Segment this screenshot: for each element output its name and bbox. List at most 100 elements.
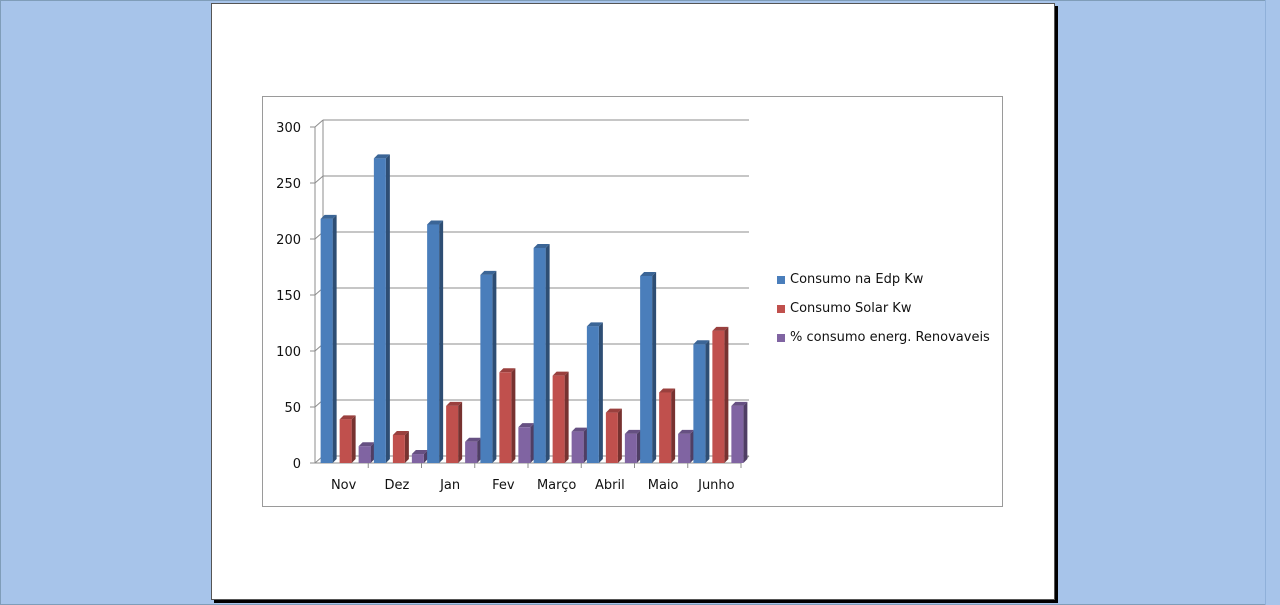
bar-top-1-4 <box>552 371 569 376</box>
bar-side-2-3 <box>530 423 535 463</box>
bar-side-1-2 <box>458 401 463 463</box>
bar-top-1-5 <box>605 408 622 413</box>
bar-2-5 <box>624 433 637 463</box>
bar-top-0-1 <box>373 154 390 159</box>
bar-top-2-4 <box>571 427 588 432</box>
bar-1-7 <box>712 330 725 463</box>
legend-item-renovaveis: % consumo energ. Renovaveis <box>777 323 990 352</box>
y-tick-label-1: 50 <box>284 401 301 416</box>
bar-side-0-3 <box>492 270 497 463</box>
bar-2-1 <box>411 454 424 463</box>
legend-label-edp: Consumo na Edp Kw <box>790 272 924 287</box>
y-tick-label-4: 200 <box>276 233 301 248</box>
bar-side-0-1 <box>385 154 390 464</box>
x-tick-label-1: Dez <box>384 478 409 493</box>
bar-1-3 <box>499 372 512 463</box>
grid-depth-5 <box>314 175 324 184</box>
bar-0-3 <box>480 274 493 463</box>
bar-0-4 <box>533 247 546 463</box>
bar-side-1-0 <box>351 415 356 463</box>
legend-swatch-renovaveis <box>777 333 785 342</box>
bar-side-0-5 <box>598 322 603 463</box>
bar-side-2-5 <box>636 429 641 463</box>
bar-chart: 0 50 100 150 200 250 300 Nov Dez Jan Fev Março Abril… <box>276 119 750 493</box>
x-tick-label-6: Maio <box>648 478 679 493</box>
bar-1-6 <box>659 392 672 463</box>
bar-top-2-2 <box>465 437 482 442</box>
bar-top-1-6 <box>659 388 676 393</box>
bar-1-5 <box>605 412 618 463</box>
bar-0-5 <box>586 326 599 463</box>
bar-top-1-2 <box>446 401 463 406</box>
legend-label-solar: Consumo Solar Kw <box>790 301 912 316</box>
bar-top-0-0 <box>320 214 337 219</box>
bar-side-0-2 <box>439 220 444 463</box>
legend-item-solar: Consumo Solar Kw <box>777 294 990 323</box>
bar-side-0-7 <box>705 340 710 463</box>
bar-side-1-7 <box>724 326 729 463</box>
document-page: 0 50 100 150 200 250 300 Nov Dez Jan Fev Março Abril… <box>211 3 1055 600</box>
bar-2-4 <box>571 431 584 463</box>
bar-side-0-4 <box>545 243 550 463</box>
bar-0-1 <box>373 158 386 464</box>
x-tick-label-4: Março <box>537 478 576 493</box>
bar-top-2-0 <box>358 442 375 447</box>
bar-1-4 <box>552 375 565 463</box>
bar-top-0-2 <box>427 220 444 225</box>
x-tick-label-2: Jan <box>439 478 460 493</box>
vertical-scrollbar[interactable] <box>1265 0 1280 605</box>
bar-top-2-5 <box>624 429 641 434</box>
legend-label-renovaveis: % consumo energ. Renovaveis <box>790 330 990 345</box>
bar-2-2 <box>465 441 478 463</box>
bar-2-6 <box>678 433 691 463</box>
bar-top-0-7 <box>693 340 710 345</box>
bar-2-7 <box>731 405 744 463</box>
bar-0-2 <box>427 224 440 463</box>
bar-top-1-3 <box>499 368 516 373</box>
x-tick-label-3: Fev <box>492 478 515 493</box>
bar-top-2-1 <box>411 450 428 455</box>
bar-top-2-6 <box>678 429 695 434</box>
bar-side-1-4 <box>564 371 569 463</box>
y-tick-label-5: 250 <box>276 177 301 192</box>
bar-top-1-7 <box>712 326 729 331</box>
bar-top-1-0 <box>339 415 356 420</box>
bar-side-1-5 <box>617 408 622 463</box>
bar-1-1 <box>392 435 405 463</box>
bar-side-2-1 <box>423 450 428 463</box>
bar-0-7 <box>693 344 706 463</box>
bar-top-2-7 <box>731 401 748 406</box>
x-tick-label-7: Junho <box>697 478 735 493</box>
x-tick-label-5: Abril <box>595 478 625 493</box>
bar-top-0-4 <box>533 243 550 248</box>
bar-0-0 <box>320 218 333 463</box>
legend-item-edp: Consumo na Edp Kw <box>777 265 990 294</box>
bar-top-0-5 <box>586 322 603 327</box>
x-tick-label-0: Nov <box>331 478 357 493</box>
y-tick-label-0: 0 <box>293 457 301 472</box>
bar-side-1-6 <box>671 388 676 463</box>
chart-legend: Consumo na Edp Kw Consumo Solar Kw % con… <box>777 265 990 352</box>
bar-top-0-6 <box>640 271 657 276</box>
bar-top-0-3 <box>480 270 497 275</box>
bar-side-1-3 <box>511 368 516 463</box>
bar-side-2-0 <box>370 442 375 463</box>
bar-top-1-1 <box>392 431 409 435</box>
bar-2-3 <box>518 427 531 463</box>
bar-1-0 <box>339 419 352 463</box>
grid-depth-6 <box>314 119 324 128</box>
bar-1-2 <box>446 405 459 463</box>
bar-side-0-0 <box>332 214 337 463</box>
bar-side-2-6 <box>690 429 695 463</box>
legend-swatch-solar <box>777 304 785 313</box>
y-tick-label-3: 150 <box>276 289 301 304</box>
bar-0-6 <box>640 275 653 463</box>
bar-side-0-6 <box>652 271 657 463</box>
chart-area[interactable]: 0 50 100 150 200 250 300 Nov Dez Jan Fev Março Abril… <box>262 96 1003 507</box>
bar-top-2-3 <box>518 423 535 428</box>
bar-side-2-2 <box>477 437 482 463</box>
bar-2-0 <box>358 446 371 463</box>
bar-side-2-7 <box>743 401 748 463</box>
y-tick-label-2: 100 <box>276 345 301 360</box>
bar-side-2-4 <box>583 427 588 463</box>
